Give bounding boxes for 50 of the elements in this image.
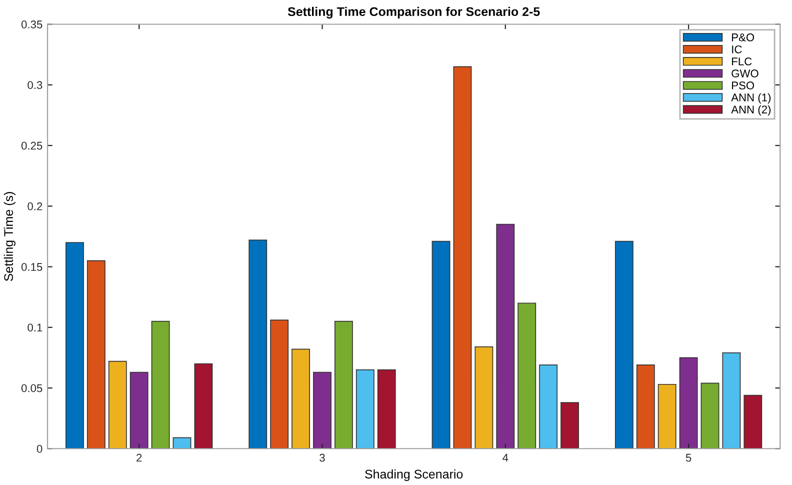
bar [474, 346, 494, 449]
x-tick-label: 5 [686, 454, 692, 462]
bar [560, 402, 579, 449]
legend-label: IC [732, 45, 742, 54]
legend-label: ANN (2) [731, 105, 771, 116]
x-tick-label: 3 [320, 454, 325, 462]
bar [658, 384, 676, 449]
x-axis-title: Shading Scenario [365, 469, 463, 482]
bar [66, 242, 84, 449]
y-tick-label: 0.1 [28, 324, 42, 332]
y-tick-label: 0 [36, 444, 42, 453]
y-tick-label: 0.25 [21, 142, 42, 150]
bar [292, 348, 310, 449]
x-tick-label: 2 [136, 454, 142, 462]
bar [432, 240, 450, 449]
x-tick-label: 4 [502, 454, 508, 462]
bar [270, 320, 289, 449]
y-tick-label: 0.3 [28, 81, 42, 90]
legend-label: GWO [732, 70, 758, 78]
bar [86, 260, 106, 449]
bar [518, 302, 536, 449]
bar [377, 369, 396, 449]
legend-label: PSO [732, 82, 754, 90]
bar [313, 372, 332, 449]
bar [108, 360, 127, 449]
bar [194, 363, 213, 449]
bar [744, 394, 762, 449]
bar [496, 224, 515, 449]
y-tick-label: 0.15 [21, 263, 42, 271]
y-tick-label: 0.2 [28, 202, 42, 210]
bar [539, 364, 558, 449]
y-tick-label: 0.35 [21, 20, 42, 28]
legend-label: P&O [732, 33, 754, 42]
legend-label: ANN (1) [731, 93, 771, 104]
bar [679, 357, 698, 449]
y-axis-title: Settling Time (s) [4, 192, 16, 282]
bar [700, 382, 720, 449]
bar [636, 364, 655, 449]
bar [614, 240, 634, 449]
chart-title: Settling Time Comparison for Scenario 2-5 [288, 6, 540, 19]
legend-label: FLC [732, 57, 752, 66]
bar [172, 437, 192, 449]
bar [130, 372, 148, 449]
bar [248, 240, 268, 449]
bar [334, 320, 353, 449]
bar [722, 352, 741, 449]
y-tick-label: 0.05 [21, 384, 42, 392]
bar [453, 66, 472, 449]
bar [151, 320, 170, 449]
bar [356, 369, 374, 449]
